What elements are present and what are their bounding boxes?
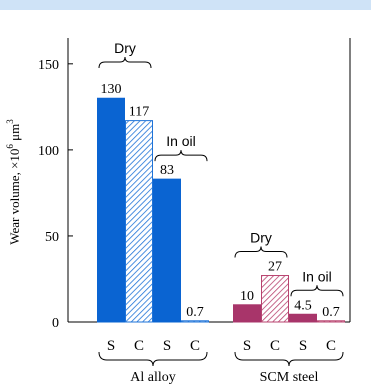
group-brace [98, 351, 208, 367]
category-label: S [163, 338, 171, 354]
bar-scm-3 [317, 320, 345, 323]
bar-value-label: 10 [240, 289, 254, 304]
group-label: SCM steel [260, 370, 319, 385]
bar-al-2 [153, 178, 181, 323]
bar-value-label: 117 [129, 105, 149, 120]
condition-label: Dry [114, 40, 136, 56]
bar-value-label: 0.7 [322, 305, 340, 320]
y-tick-label: 50 [45, 230, 59, 245]
category-label: C [326, 338, 336, 354]
y-axis-title: Wear volume, ×106 μm3 [5, 119, 22, 245]
condition-brace [98, 56, 152, 69]
bar-scm-2 [289, 313, 317, 323]
chart-labels: Wear volume, ×106 μm3 130 S 117 C 83 S 0.7 C Al a… [5, 40, 344, 385]
bar-value-label: 4.5 [294, 298, 312, 313]
condition-brace [234, 246, 288, 258]
y-tick-label: 0 [52, 316, 59, 331]
condition-label: Dry [250, 230, 272, 246]
category-label: S [299, 338, 307, 354]
category-label: C [190, 338, 200, 354]
group-brace [234, 351, 344, 367]
top-color-band [0, 0, 371, 10]
chart-axes: 0 50 100 150 [38, 38, 351, 331]
bar-scm-0 [233, 304, 261, 323]
bar-value-label: 83 [160, 163, 174, 178]
bar-al-0 [97, 97, 125, 323]
bar-value-label: 0.7 [186, 305, 204, 320]
condition-label: In oil [166, 133, 196, 149]
bar-scm-1 [261, 275, 289, 323]
condition-brace [154, 150, 208, 162]
chart-bars [97, 97, 345, 323]
condition-label: In oil [302, 268, 332, 284]
y-tick-label: 150 [38, 58, 59, 73]
bar-al-1 [125, 120, 153, 323]
category-label: S [107, 338, 115, 354]
category-label: C [134, 338, 144, 354]
group-label: Al alloy [130, 370, 176, 385]
condition-brace [290, 285, 344, 297]
category-label: S [243, 338, 251, 354]
bar-al-3 [181, 320, 209, 323]
bar-value-label: 130 [101, 82, 122, 97]
category-label: C [270, 338, 280, 354]
y-tick-label: 100 [38, 144, 59, 159]
bar-value-label: 27 [268, 260, 282, 275]
